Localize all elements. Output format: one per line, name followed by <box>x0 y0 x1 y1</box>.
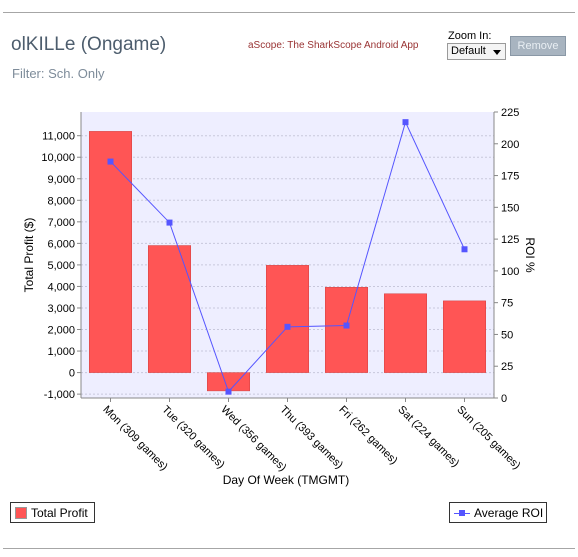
y2-tick-label: 200 <box>501 139 519 151</box>
top-divider <box>3 12 575 13</box>
y2-tick-label: 75 <box>501 298 513 310</box>
y2-tick-label: 175 <box>501 171 519 183</box>
y-tick-label: 3,000 <box>47 303 75 315</box>
y2-tick-label: 100 <box>501 266 519 278</box>
y-tick-label: 1,000 <box>47 346 75 358</box>
x-tick-label: Mon (309 games) <box>100 404 169 473</box>
y2-tick-label: 125 <box>501 234 519 246</box>
y-axis-ticks: -1,000 0 1,000 2,000 3,000 4,000 5,000 6,000 7,0… <box>41 131 81 401</box>
y2-tick-label: 50 <box>501 329 513 341</box>
y-tick-label: 8,000 <box>47 195 75 207</box>
bottom-divider <box>3 548 575 549</box>
legend-line-swatch <box>454 508 470 518</box>
y-tick-label: 11,000 <box>42 131 75 143</box>
roi-point-0 <box>107 158 114 165</box>
y-tick-label: 10,000 <box>41 152 75 164</box>
zoom-select[interactable]: Default <box>447 43 506 60</box>
roi-point-4 <box>343 322 350 329</box>
legend-average-roi: Average ROI <box>449 502 547 523</box>
y2-tick-label: 25 <box>501 361 513 373</box>
legend-average-roi-label: Average ROI <box>474 505 544 520</box>
remove-button[interactable]: Remove <box>510 36 566 56</box>
filter-label: Filter: Sch. Only <box>12 66 105 81</box>
y-tick-label: 0 <box>69 368 75 380</box>
ascope-link[interactable]: aScope: The SharkScope Android App <box>248 40 419 51</box>
roi-point-6 <box>461 246 468 253</box>
y2-tick-label: 225 <box>501 107 519 119</box>
bar-0 <box>89 131 132 373</box>
bars <box>89 131 486 392</box>
x-tick-label: Thu (393 games) <box>277 404 345 472</box>
y2-axis-label: ROI % <box>523 237 537 273</box>
y-tick-label: 9,000 <box>47 174 75 186</box>
y-tick-label: 5,000 <box>47 260 75 272</box>
y-tick-label: 2,000 <box>47 325 75 337</box>
bar-5 <box>384 293 427 373</box>
roi-line <box>107 119 468 395</box>
legend-bar-swatch <box>15 506 27 519</box>
y-tick-label: -1,000 <box>44 389 75 401</box>
x-tick-label: Sat (224 games) <box>395 404 461 470</box>
legend-total-profit: Total Profit <box>10 502 95 523</box>
y-tick-label: 6,000 <box>47 238 75 250</box>
y2-tick-label: 150 <box>501 202 519 214</box>
x-tick-label: Wed (356 games) <box>218 404 288 474</box>
x-tick-label: Fri (262 games) <box>336 404 399 467</box>
bar-6 <box>443 300 486 373</box>
page-title: olKILLe (Ongame) <box>11 34 167 55</box>
x-tick-label: Sun (205 games) <box>454 404 522 472</box>
y-tick-label: 4,000 <box>47 281 75 293</box>
y2-tick-label: 0 <box>501 393 507 405</box>
zoom-select-value: Default <box>451 45 486 57</box>
roi-point-2 <box>225 388 232 395</box>
x-axis-label: Day Of Week (TMGMT) <box>223 473 349 487</box>
chevron-down-icon <box>493 50 501 55</box>
bar-4 <box>325 287 368 373</box>
y2-axis-ticks: 0 25 50 75 100 125 150 175 200 225 <box>494 107 519 405</box>
bar-1 <box>148 245 191 373</box>
x-tick-label: Tue (320 games) <box>159 404 226 471</box>
roi-point-1 <box>166 219 173 226</box>
y-tick-label: 7,000 <box>47 217 75 229</box>
zoom-label: Zoom In: <box>448 30 492 42</box>
bar-3 <box>266 265 309 373</box>
roi-point-3 <box>284 323 291 330</box>
x-axis-ticks: Mon (309 games)Tue (320 games)Wed (356 g… <box>100 398 523 474</box>
legend-total-profit-label: Total Profit <box>31 505 88 520</box>
y-axis-label: Total Profit ($) <box>22 218 36 293</box>
roi-point-5 <box>402 119 409 126</box>
